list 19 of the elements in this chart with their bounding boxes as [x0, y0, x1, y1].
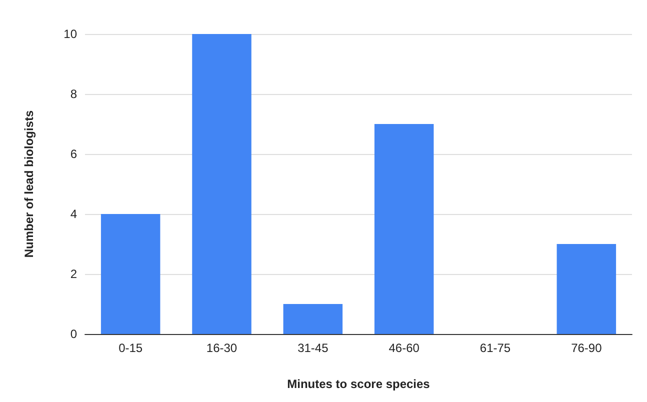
- x-tick-label: 31-45: [298, 341, 329, 355]
- x-tick-label: 46-60: [388, 341, 420, 355]
- x-tick-label: 16-30: [206, 341, 238, 355]
- y-tick-label: 8: [70, 87, 78, 101]
- x-tick-label: 61-75: [480, 341, 511, 355]
- bar: [100, 214, 160, 334]
- x-tick-label: 76-90: [571, 341, 602, 355]
- y-tick-label: 0: [70, 327, 78, 341]
- bar: [374, 124, 434, 334]
- y-tick-label: 6: [70, 147, 78, 161]
- bar: [283, 304, 343, 334]
- x-tick-label: 0-15: [118, 341, 143, 355]
- bar: [556, 244, 616, 334]
- y-tick-label: 10: [64, 27, 78, 41]
- y-tick-label: 4: [70, 207, 78, 221]
- y-tick-label: 2: [70, 267, 78, 281]
- y-axis-title: Number of lead biologists: [22, 110, 36, 258]
- bar: [192, 34, 252, 334]
- x-axis-title: Minutes to score species: [287, 377, 430, 391]
